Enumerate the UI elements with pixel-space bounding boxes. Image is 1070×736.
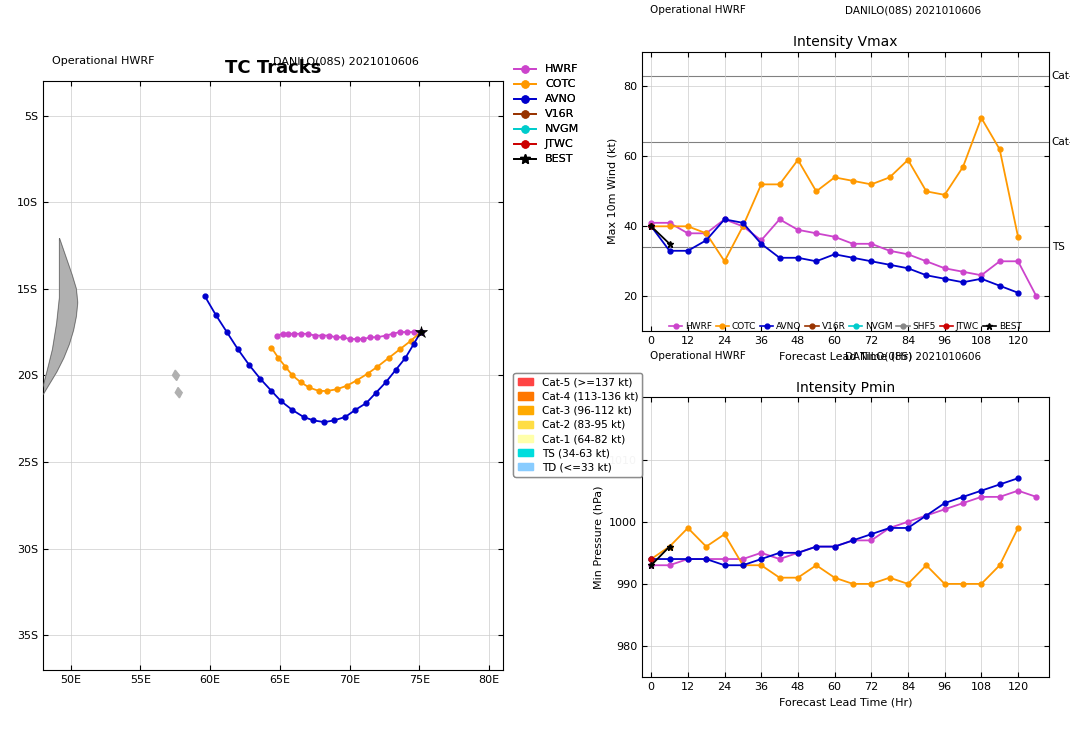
X-axis label: Forecast Lead Time (Hr): Forecast Lead Time (Hr): [779, 698, 912, 707]
Y-axis label: Max 10m Wind (kt): Max 10m Wind (kt): [608, 138, 617, 244]
Text: Operational HWRF: Operational HWRF: [651, 5, 746, 15]
Text: Operational HWRF: Operational HWRF: [651, 351, 746, 361]
Text: Cat-2: Cat-2: [1052, 71, 1070, 81]
Text: DANILO(08S) 2021010606: DANILO(08S) 2021010606: [845, 351, 981, 361]
Text: DANILO(08S) 2021010606: DANILO(08S) 2021010606: [273, 56, 418, 66]
Title: TC Tracks: TC Tracks: [225, 59, 321, 77]
Polygon shape: [175, 387, 182, 398]
Polygon shape: [6, 238, 78, 470]
Text: DANILO(08S) 2021010606: DANILO(08S) 2021010606: [845, 5, 981, 15]
Text: Operational HWRF: Operational HWRF: [52, 56, 154, 66]
Title: Intensity Pmin: Intensity Pmin: [796, 381, 895, 395]
Text: TS: TS: [1052, 242, 1065, 252]
Legend: HWRF, COTC, AVNO, V16R, NVGM, SHF5, JTWC, BEST: HWRF, COTC, AVNO, V16R, NVGM, SHF5, JTWC…: [666, 318, 1025, 334]
Title: Intensity Vmax: Intensity Vmax: [793, 35, 898, 49]
Polygon shape: [172, 370, 180, 381]
X-axis label: Forecast Lead Time (Hr): Forecast Lead Time (Hr): [779, 352, 912, 361]
Legend: Cat-5 (>=137 kt), Cat-4 (113-136 kt), Cat-3 (96-112 kt), Cat-2 (83-95 kt), Cat-1: Cat-5 (>=137 kt), Cat-4 (113-136 kt), Ca…: [514, 373, 642, 476]
Legend: HWRF, COTC, AVNO, V16R, NVGM, JTWC, BEST: HWRF, COTC, AVNO, V16R, NVGM, JTWC, BEST: [514, 65, 579, 164]
Text: Cat-1: Cat-1: [1052, 138, 1070, 147]
Y-axis label: Min Pressure (hPa): Min Pressure (hPa): [594, 486, 603, 589]
